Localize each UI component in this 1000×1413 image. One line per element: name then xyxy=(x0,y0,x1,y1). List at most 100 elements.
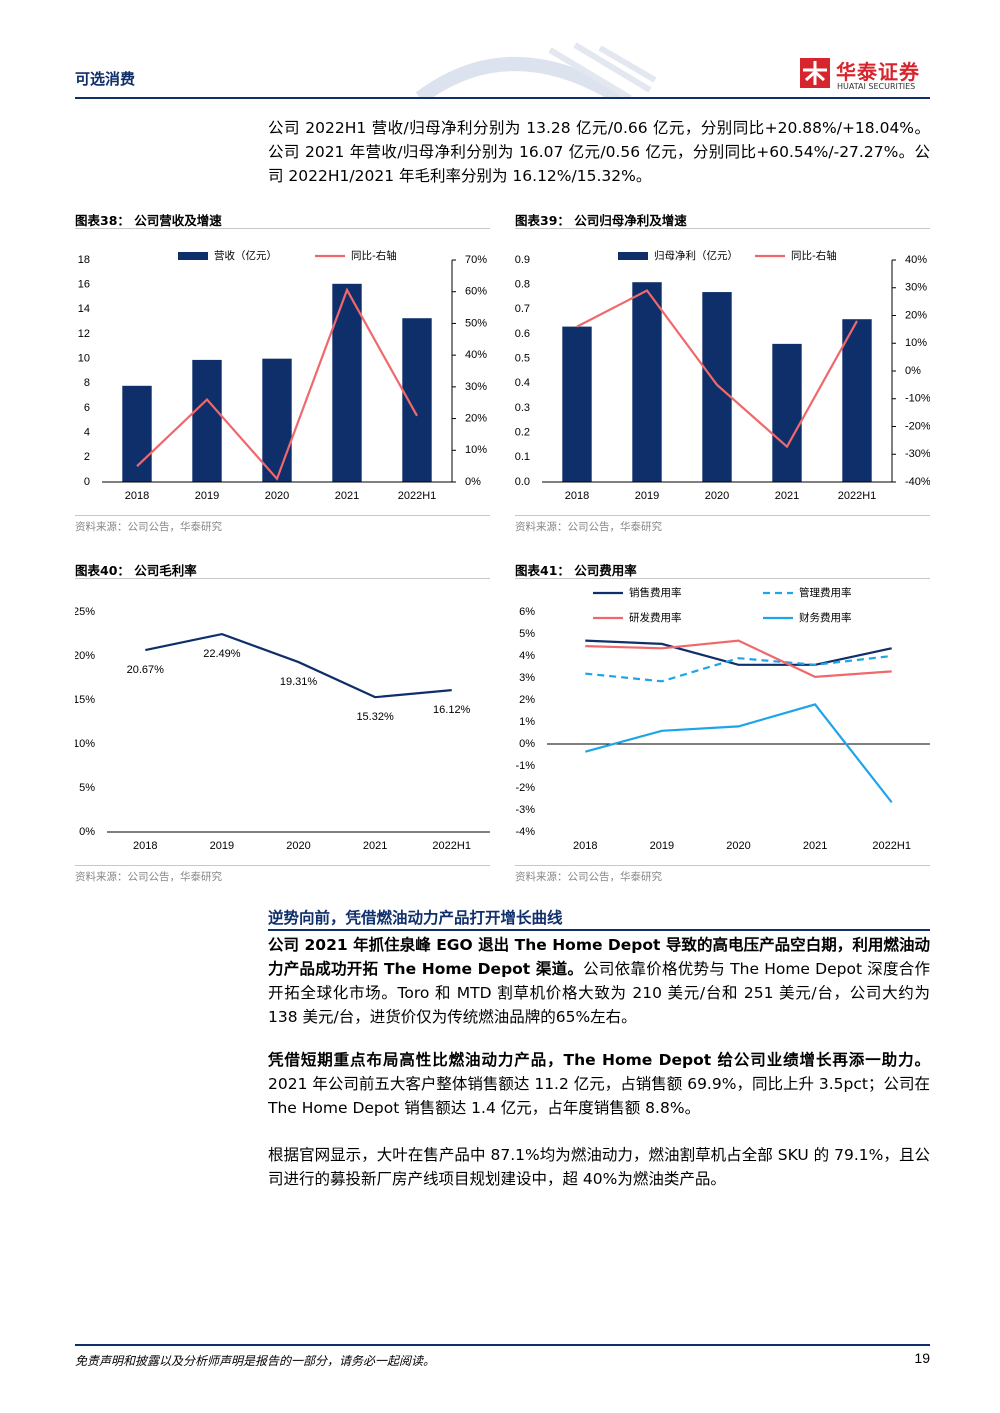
bar xyxy=(262,358,292,482)
bar xyxy=(772,343,802,482)
x-tick-label: 2019 xyxy=(195,490,219,502)
y-tick-label: 0.0 xyxy=(515,476,530,488)
figure-title: 图表41： 公司费用率 xyxy=(515,563,637,578)
heading-rule xyxy=(268,929,930,931)
legend-label: 同比-右轴 xyxy=(351,249,397,262)
data-label: 22.49% xyxy=(203,648,241,660)
figure-rule xyxy=(515,578,930,579)
x-tick-label: 2018 xyxy=(573,840,597,852)
legend-swatch xyxy=(178,252,208,260)
paragraph: 公司 2021 年抓住泉峰 EGO 退出 The Home Depot 导致的高… xyxy=(268,933,930,1029)
y2-tick-label: 40% xyxy=(465,349,487,361)
x-tick-label: 2021 xyxy=(803,840,827,852)
y-tick-label: 25% xyxy=(75,606,95,618)
footer-rule xyxy=(75,1344,930,1346)
logo-text: 华泰证券 xyxy=(836,60,920,84)
x-tick-label: 2020 xyxy=(726,840,750,852)
x-tick-label: 2019 xyxy=(635,490,659,502)
figure-source: 资料来源：公司公告，华泰研究 xyxy=(515,871,662,883)
x-tick-label: 2018 xyxy=(565,490,589,502)
y2-tick-label: 20% xyxy=(465,412,487,424)
line xyxy=(585,639,892,679)
y2-tick-label: -20% xyxy=(905,420,930,432)
header-decoration xyxy=(415,42,657,98)
bar xyxy=(332,283,362,482)
figure-rule xyxy=(75,228,490,229)
paragraph-text: 公司依靠价格优势与 The Home Depot 深度合作开拓全球化市场。Tor… xyxy=(268,960,930,1026)
figure-rule xyxy=(515,865,930,866)
y2-tick-label: 0% xyxy=(465,476,481,488)
y-tick-label: 0.9 xyxy=(515,254,530,266)
chart: 0 2 4 6 8 10 12 14 16 18 0% 10% 20% 30% 40% 50% 60% 70% 20… xyxy=(78,249,487,502)
header-rule xyxy=(75,97,930,99)
legend-label: 研发费用率 xyxy=(629,611,682,624)
y-tick-label: 0.2 xyxy=(515,427,530,439)
y2-tick-label: -10% xyxy=(905,393,930,405)
y-tick-label: 20% xyxy=(75,650,95,662)
y2-tick-label: 10% xyxy=(465,444,487,456)
y-tick-label: 5% xyxy=(519,628,535,640)
paragraph-text: 根据官网显示，大叶在售产品中 87.1%均为燃油动力，燃油割草机占全部 SKU … xyxy=(268,1146,930,1188)
legend-label: 归母净利（亿元） xyxy=(654,249,738,262)
paragraph-bold: 凭借短期重点布局高性比燃油动力产品，The Home Depot 给公司业绩增长… xyxy=(268,1051,930,1069)
y-tick-label: 1% xyxy=(519,716,535,728)
line xyxy=(136,287,418,481)
figure-rule xyxy=(75,515,490,516)
data-label: 20.67% xyxy=(127,664,165,676)
x-tick-label: 2020 xyxy=(265,490,289,502)
legend-swatch xyxy=(618,252,648,260)
x-tick-label: 2021 xyxy=(363,840,387,852)
y2-tick-label: -30% xyxy=(905,448,930,460)
y-tick-label: 12 xyxy=(78,328,90,340)
x-tick-label: 2022H1 xyxy=(432,840,471,852)
section-heading: 逆势向前，凭借燃油动力产品打开增长曲线 xyxy=(268,909,563,927)
y-tick-label: 0% xyxy=(79,826,95,838)
figure-title: 图表38： 公司营收及增速 xyxy=(75,213,222,228)
data-label: 19.31% xyxy=(280,676,318,688)
figure-source: 资料来源：公司公告，华泰研究 xyxy=(75,521,222,533)
y2-tick-label: 30% xyxy=(905,282,927,294)
paragraph: 根据官网显示，大叶在售产品中 87.1%均为燃油动力，燃油割草机占全部 SKU … xyxy=(268,1143,930,1191)
y-tick-label: 6% xyxy=(519,606,535,618)
y2-tick-label: 0% xyxy=(905,365,921,377)
line xyxy=(585,639,892,666)
bar xyxy=(192,359,222,482)
y-tick-label: 0 xyxy=(84,476,90,488)
paragraph: 凭借短期重点布局高性比燃油动力产品，The Home Depot 给公司业绩增长… xyxy=(268,1048,930,1120)
y-tick-label: 5% xyxy=(79,782,95,794)
x-tick-label: 2018 xyxy=(133,840,157,852)
line xyxy=(585,654,892,683)
y-tick-label: 16 xyxy=(78,279,90,291)
y-tick-label: 6 xyxy=(84,402,90,414)
y-tick-label: 0.4 xyxy=(515,377,530,389)
legend-label: 销售费用率 xyxy=(629,586,682,599)
legend-label: 管理费用率 xyxy=(799,586,852,599)
x-tick-label: 2020 xyxy=(705,490,729,502)
y-tick-label: 0.7 xyxy=(515,303,530,315)
x-tick-label: 2022H1 xyxy=(398,490,437,502)
chart: 0% 5% 10% 15% 20% 25% 2018 2019 2020 2021 2022H1 20… xyxy=(75,606,490,852)
y-tick-label: 18 xyxy=(78,254,90,266)
x-tick-label: 2019 xyxy=(650,840,674,852)
logo-icon xyxy=(800,58,830,88)
line xyxy=(585,703,893,803)
y-tick-label: 0.6 xyxy=(515,328,530,340)
y-tick-label: -1% xyxy=(515,760,535,772)
section-name: 可选消费 xyxy=(75,70,136,88)
y2-tick-label: 70% xyxy=(465,254,487,266)
y-tick-label: 15% xyxy=(75,694,95,706)
disclaimer: 免责声明和披露以及分析师声明是报告的一部分，请务必一起阅读。 xyxy=(75,1354,436,1368)
y2-tick-label: 10% xyxy=(905,337,927,349)
x-tick-label: 2019 xyxy=(210,840,234,852)
figure-rule xyxy=(515,228,930,229)
y-tick-label: 8 xyxy=(84,377,90,389)
paragraph-text: 2021 年公司前五大客户整体销售额达 11.2 亿元，占销售额 69.9%，同… xyxy=(268,1075,930,1117)
y-tick-label: 2% xyxy=(519,694,535,706)
chart: 0.0 0.1 0.2 0.3 0.4 0.5 0.6 0.7 0.8 0.9 -40% -30% -2… xyxy=(515,249,930,502)
y-tick-label: 10% xyxy=(75,738,95,750)
y-tick-label: 4 xyxy=(84,427,90,439)
y-tick-label: 0.3 xyxy=(515,402,530,414)
x-tick-label: 2021 xyxy=(775,490,799,502)
y-tick-label: 2 xyxy=(84,451,90,463)
